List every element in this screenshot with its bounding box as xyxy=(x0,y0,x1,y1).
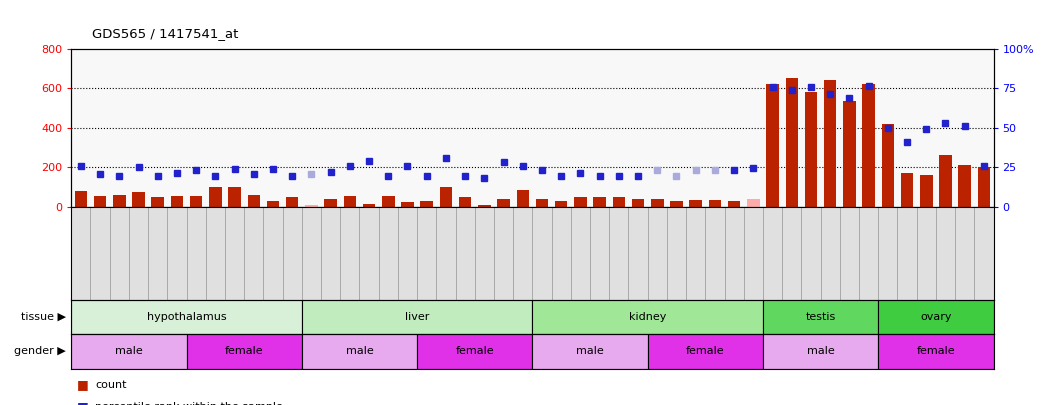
Text: male: male xyxy=(346,346,373,356)
Bar xyxy=(671,200,682,207)
Bar xyxy=(478,205,490,207)
Bar xyxy=(881,124,894,207)
Bar xyxy=(878,300,994,334)
Bar xyxy=(417,334,532,369)
Bar xyxy=(71,334,187,369)
Bar xyxy=(247,195,260,207)
Text: testis: testis xyxy=(806,312,835,322)
Bar xyxy=(920,175,933,207)
Text: ■: ■ xyxy=(77,401,88,405)
Bar xyxy=(190,196,202,207)
Text: percentile rank within the sample: percentile rank within the sample xyxy=(95,402,283,405)
Bar xyxy=(228,187,241,207)
Bar xyxy=(532,300,763,334)
Text: male: male xyxy=(576,346,604,356)
Bar xyxy=(901,173,913,207)
Bar xyxy=(747,199,760,207)
Bar xyxy=(728,200,740,207)
Bar xyxy=(648,334,763,369)
Bar xyxy=(708,200,721,207)
Bar xyxy=(863,84,875,207)
Bar xyxy=(267,200,279,207)
Bar xyxy=(302,334,417,369)
Bar xyxy=(498,199,509,207)
Bar xyxy=(532,334,648,369)
Text: gender ▶: gender ▶ xyxy=(15,346,66,356)
Bar xyxy=(574,197,587,207)
Bar xyxy=(805,92,817,207)
Bar xyxy=(325,199,336,207)
Bar xyxy=(363,204,375,207)
Bar xyxy=(878,334,994,369)
Bar xyxy=(824,80,836,207)
Bar xyxy=(74,191,87,207)
Bar xyxy=(651,199,663,207)
Text: GDS565 / 1417541_at: GDS565 / 1417541_at xyxy=(92,28,239,40)
Bar xyxy=(613,197,625,207)
Text: female: female xyxy=(917,346,955,356)
Bar xyxy=(536,199,548,207)
Bar xyxy=(763,334,878,369)
Bar xyxy=(763,300,878,334)
Bar xyxy=(593,197,606,207)
Bar xyxy=(152,197,163,207)
Bar xyxy=(844,101,855,207)
Bar xyxy=(383,196,394,207)
Bar xyxy=(210,187,221,207)
Bar xyxy=(71,300,302,334)
Bar xyxy=(632,199,645,207)
Bar xyxy=(786,78,798,207)
Bar xyxy=(440,187,452,207)
Text: count: count xyxy=(95,380,127,390)
Text: female: female xyxy=(686,346,724,356)
Bar xyxy=(286,197,299,207)
Text: ovary: ovary xyxy=(920,312,952,322)
Bar xyxy=(459,197,472,207)
Bar xyxy=(305,205,318,207)
Text: ■: ■ xyxy=(77,378,88,391)
Bar xyxy=(978,167,990,207)
Bar xyxy=(302,300,532,334)
Bar xyxy=(420,200,433,207)
Text: male: male xyxy=(115,346,143,356)
Text: liver: liver xyxy=(405,312,430,322)
Text: kidney: kidney xyxy=(629,312,667,322)
Bar xyxy=(401,202,414,207)
Bar xyxy=(344,196,356,207)
Bar xyxy=(113,195,126,207)
Bar xyxy=(517,190,529,207)
Bar xyxy=(187,334,302,369)
Text: female: female xyxy=(225,346,263,356)
Bar xyxy=(171,196,183,207)
Text: tissue ▶: tissue ▶ xyxy=(21,312,66,322)
Bar xyxy=(959,165,970,207)
Text: male: male xyxy=(807,346,834,356)
Bar xyxy=(766,84,779,207)
Bar xyxy=(555,200,567,207)
Text: female: female xyxy=(456,346,494,356)
Bar xyxy=(94,196,106,207)
Text: hypothalamus: hypothalamus xyxy=(147,312,226,322)
Bar xyxy=(690,200,702,207)
Bar xyxy=(939,155,952,207)
Bar xyxy=(132,192,145,207)
